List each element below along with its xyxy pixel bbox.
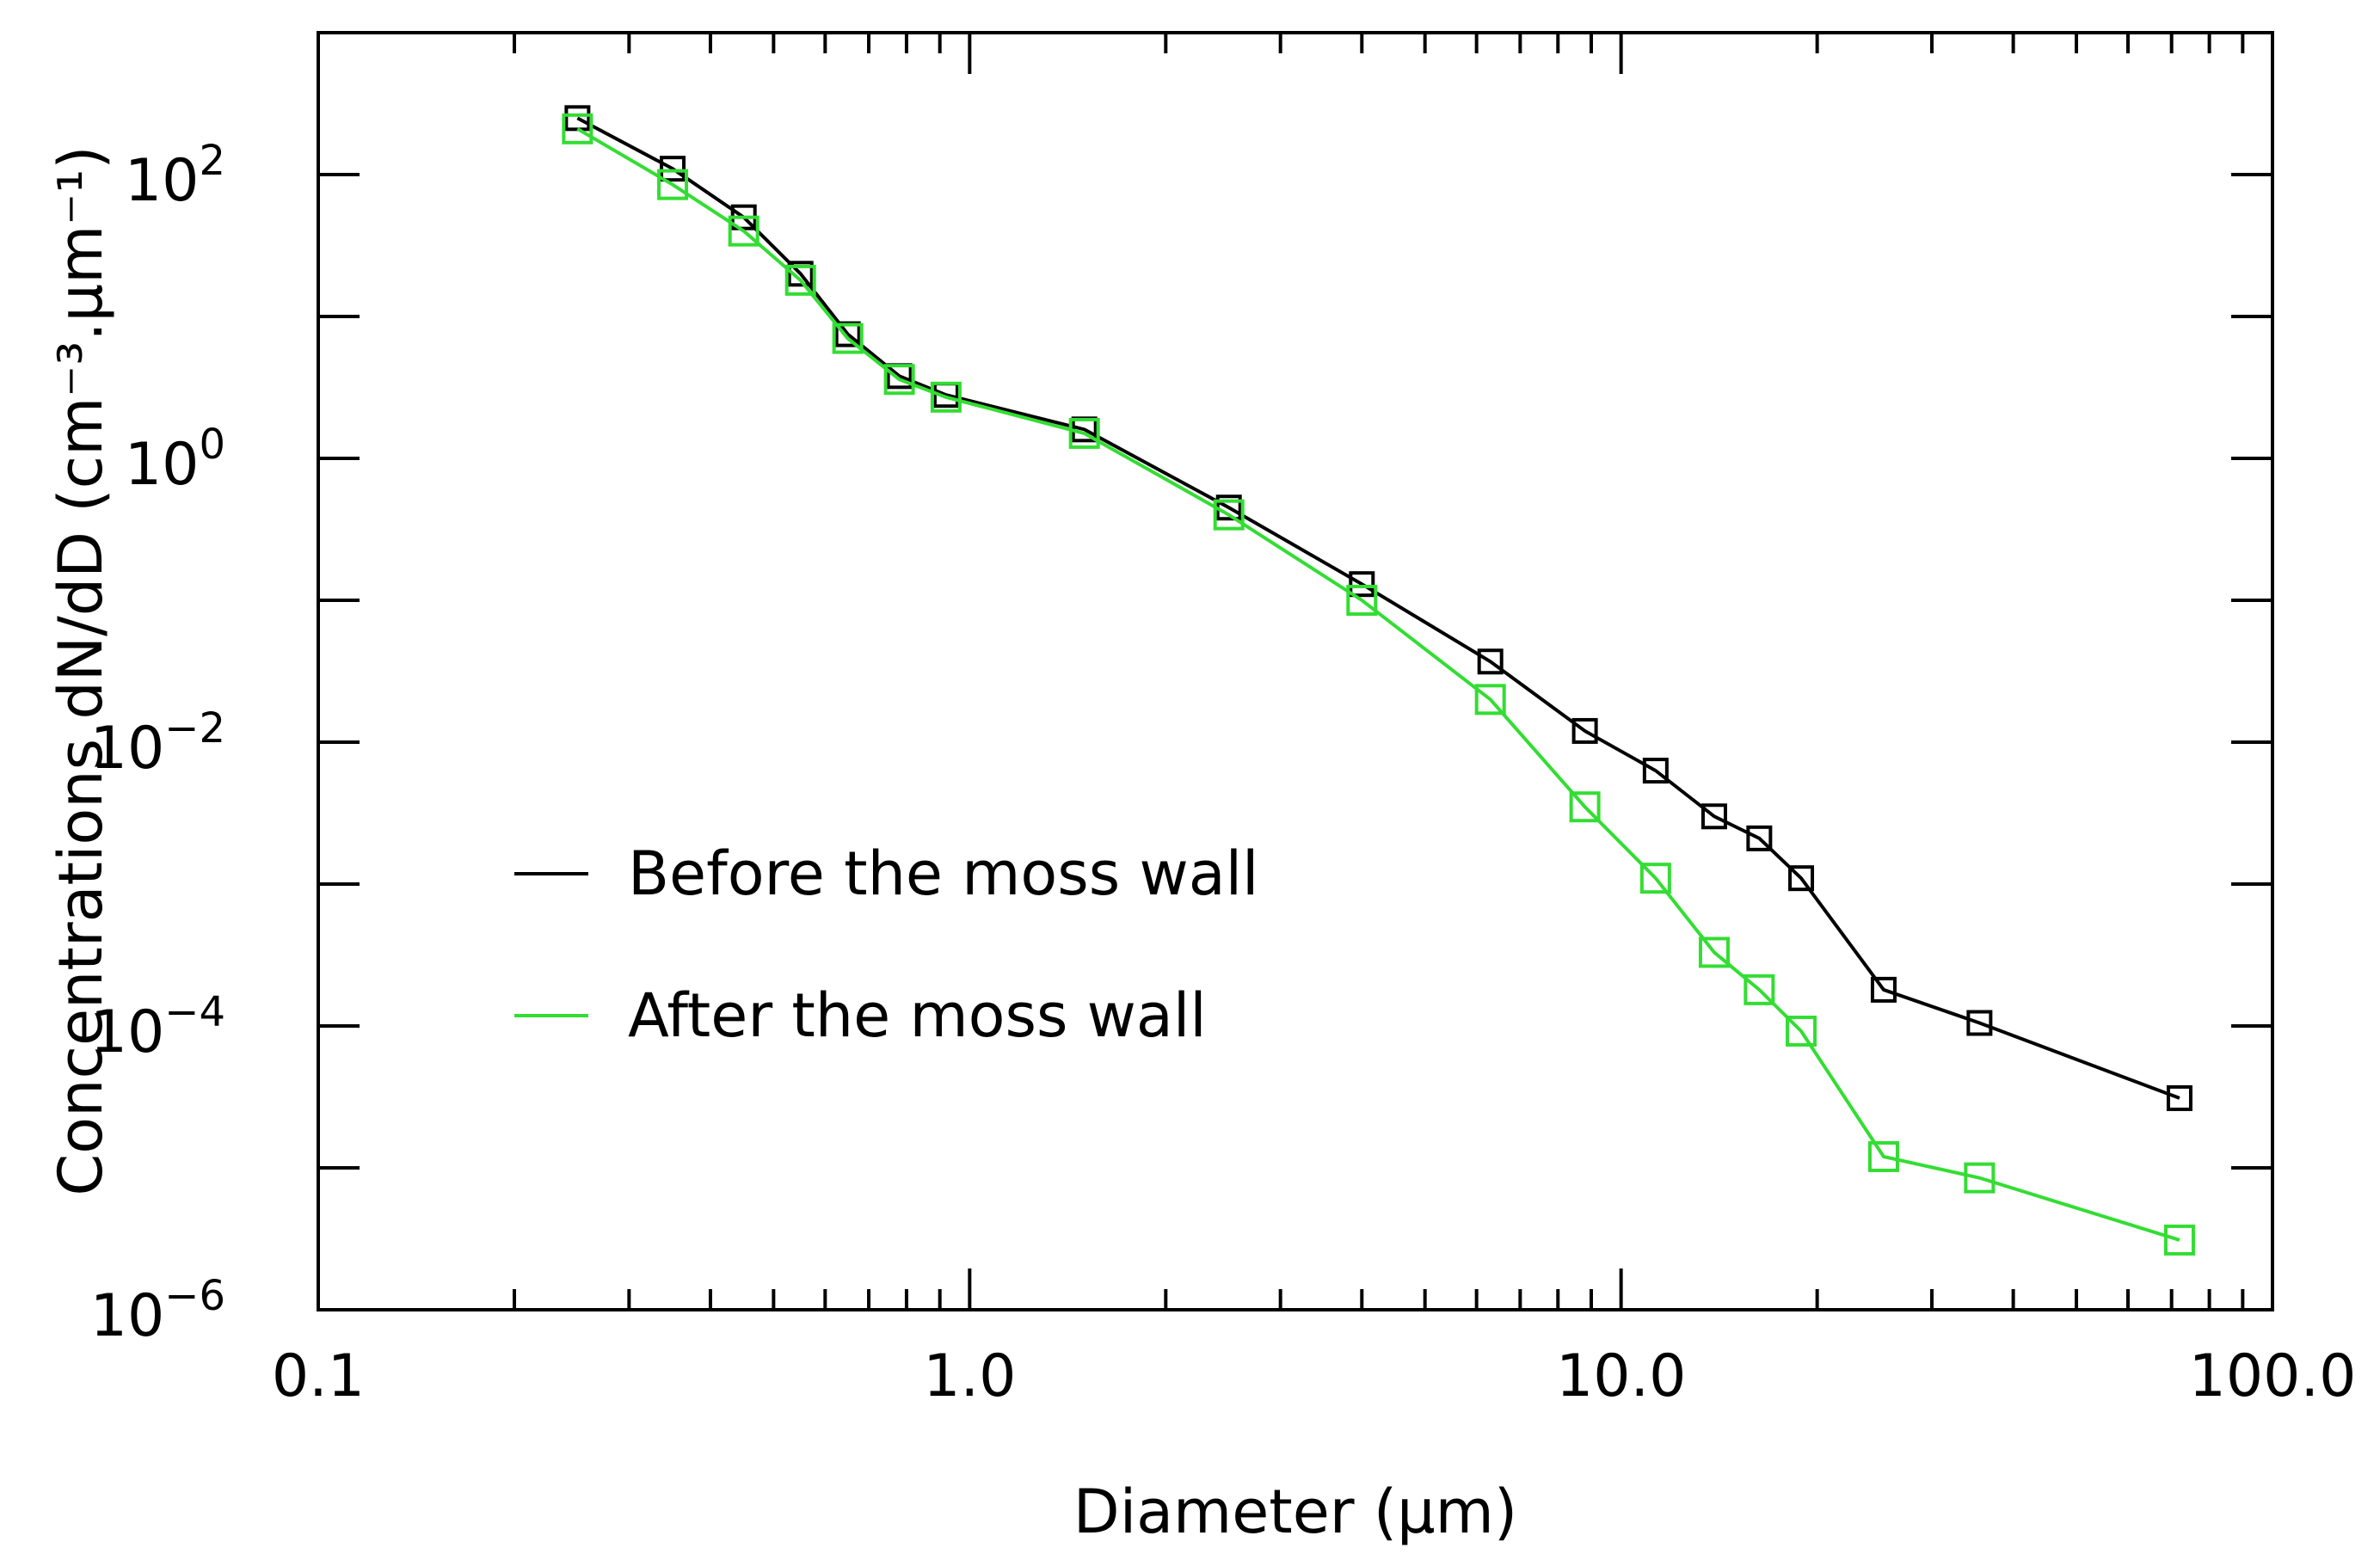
data-point-after (1068, 417, 1100, 449)
y-tick-label: 102 (125, 137, 225, 215)
x-tick-label: 10.0 (1556, 1342, 1686, 1410)
plot-frame (317, 31, 2274, 1311)
data-point-after (657, 169, 689, 200)
data-point-after (832, 322, 864, 354)
x-tick-label: 100.0 (2189, 1342, 2357, 1410)
data-point-after (1964, 1162, 1996, 1194)
y-tick-label: 10−6 (90, 1272, 225, 1350)
data-point-after (1743, 974, 1775, 1005)
data-point-before (1642, 758, 1669, 784)
axis-ticks (317, 33, 2274, 1311)
data-point-after (1639, 863, 1671, 894)
y-tick-label: 100 (125, 421, 225, 499)
data-point-after (930, 381, 962, 413)
data-point-before (1966, 1010, 1993, 1036)
legend-label-before: Before the moss wall (628, 838, 1259, 909)
legend: Before the moss wall After the moss wall (514, 838, 1259, 1051)
data-point-after (2163, 1224, 2195, 1256)
y-tick-labels: 10−6 10−4 10−2 100 102 (90, 137, 225, 1350)
data-point-after (1867, 1140, 1899, 1172)
x-tick-label: 0.1 (272, 1342, 365, 1410)
data-point-after (1569, 791, 1601, 823)
y-axis-title: Concentrations dN/dD (cm⁻³.μm⁻¹) (46, 145, 116, 1195)
data-point-before (1788, 865, 1815, 892)
data-point-after (1698, 937, 1730, 968)
y-tick-label: 10−4 (90, 988, 225, 1066)
data-point-before (787, 261, 814, 287)
x-axis-title: Diameter (μm) (1073, 1477, 1517, 1547)
data-point-before (2166, 1084, 2192, 1111)
legend-label-after: After the moss wall (628, 980, 1207, 1051)
data-point-after (1213, 499, 1245, 531)
data-point-after (1786, 1015, 1817, 1047)
data-point-before (660, 156, 686, 182)
data-point-before (1477, 648, 1504, 675)
y-tick-label: 10−2 (90, 704, 225, 783)
series-layer (562, 105, 2195, 1256)
data-point-after (784, 264, 816, 296)
data-point-before (1870, 976, 1897, 1003)
data-point-before (1571, 717, 1598, 744)
data-point-before (1746, 825, 1773, 851)
data-point-before (1700, 803, 1727, 830)
series-line-after (576, 127, 2180, 1242)
data-point-after (883, 364, 915, 396)
data-point-after (728, 215, 760, 247)
data-point-after (562, 113, 593, 144)
data-point-before (1349, 571, 1375, 598)
data-point-after (1474, 684, 1506, 716)
x-tick-labels: 0.1 1.0 10.0 100.0 (272, 1342, 2356, 1410)
data-point-after (1346, 585, 1378, 616)
x-tick-label: 1.0 (923, 1342, 1016, 1410)
series-line-before (576, 116, 2180, 1100)
